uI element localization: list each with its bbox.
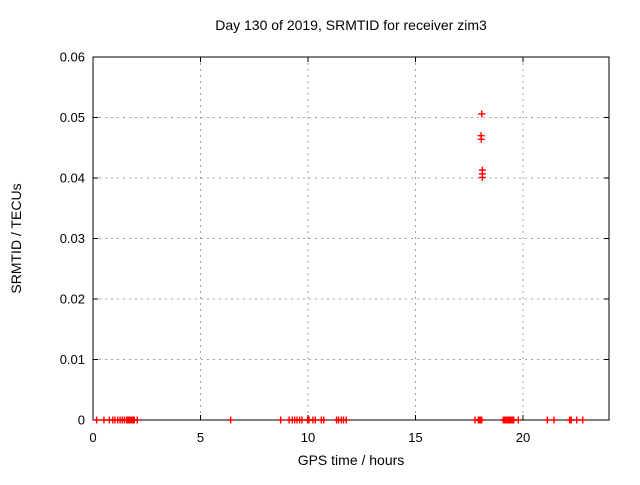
- data-point: [342, 416, 350, 424]
- data-point: [311, 416, 319, 424]
- x-tick-label: 5: [197, 430, 204, 445]
- data-point: [478, 416, 486, 424]
- data-point: [478, 110, 486, 118]
- data-point: [579, 416, 587, 424]
- data-point: [93, 416, 101, 424]
- data-point: [277, 416, 285, 424]
- x-tick-label: 0: [89, 430, 96, 445]
- y-tick-label: 0.01: [60, 352, 85, 367]
- data-point: [227, 416, 235, 424]
- x-tick-label: 20: [516, 430, 530, 445]
- y-tick-label: 0.05: [60, 110, 85, 125]
- x-tick-label: 10: [301, 430, 315, 445]
- data-point: [477, 135, 485, 143]
- data-point: [543, 416, 551, 424]
- data-point: [514, 416, 522, 424]
- data-point: [573, 416, 581, 424]
- data-point: [478, 173, 486, 181]
- y-tick-label: 0.02: [60, 292, 85, 307]
- y-axis-label: SRMTID / TECUs: [8, 183, 24, 294]
- x-axis-label: GPS time / hours: [297, 452, 405, 468]
- data-point: [320, 416, 328, 424]
- y-tick-label: 0.06: [60, 50, 85, 65]
- x-tick-label: 15: [408, 430, 422, 445]
- y-tick-label: 0: [78, 413, 85, 428]
- y-tick-label: 0.03: [60, 231, 85, 246]
- chart-title: Day 130 of 2019, SRMTID for receiver zim…: [215, 17, 487, 33]
- data-point: [133, 416, 141, 424]
- y-tick-label: 0.04: [60, 171, 85, 186]
- data-point: [550, 416, 558, 424]
